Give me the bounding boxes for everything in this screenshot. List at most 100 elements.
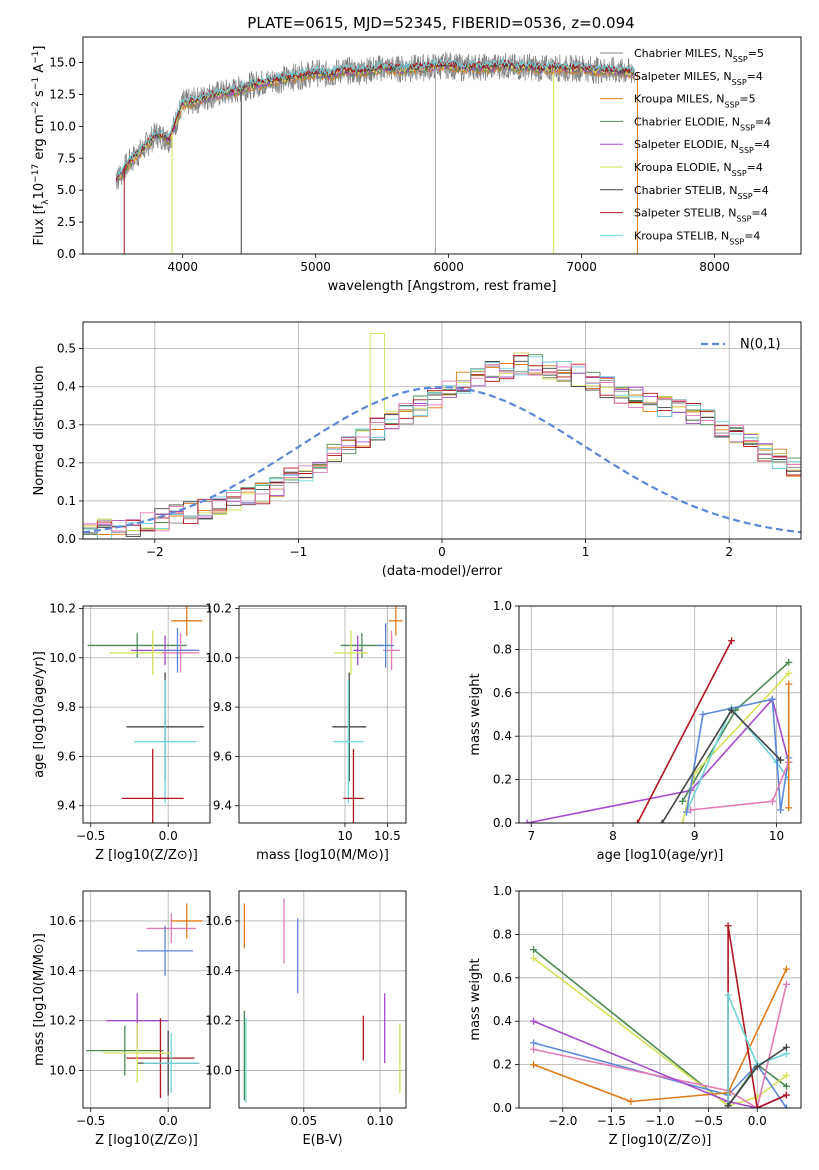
x-axis-label: Z [log10(Z/Z⊙)] [95, 1133, 198, 1148]
y-tick-label: 0.6 [493, 686, 512, 700]
legend-subscript: SSP [733, 55, 748, 64]
y-tick-label: 0.0 [57, 247, 76, 261]
panel-spectrum: 4000 5000 6000 7000 8000 0.0 2.5 5.0 7.5 10.0 12.5… [31, 36, 802, 294]
x-tick-label: −1.0 [645, 1114, 674, 1128]
weight-marker [678, 797, 686, 805]
spectrum-series-8 [115, 57, 635, 178]
legend-label: Kroupa ELODIE, NSSP=4 [634, 161, 763, 178]
y-axis-label: mass [log10(M/M⊙)] [32, 933, 47, 1066]
panel-mass-vs-EBV: 0.05 0.10 10.0 10.2 10.4 10.6 E(B-V) [205, 890, 407, 1148]
legend-text: Chabrier ELODIE, N [634, 115, 740, 128]
legend-text: =4 [744, 229, 760, 242]
y-axis-label: Flux [fλ10−17 erg cm−2 s−1 A−1] [31, 46, 51, 246]
weight-marker [782, 1082, 790, 1090]
y-tick-label: 0.0 [493, 816, 512, 830]
x-tick-label: −2.0 [548, 1114, 577, 1128]
panel-residuals: −2 −1 0 1 2 0.0 0.1 0.2 0.3 0.4 0.5 (data-model)/er… [32, 321, 802, 579]
legend-text: Kroupa STELIB, N [634, 229, 729, 242]
legend-label: Chabrier MILES, NSSP=5 [634, 47, 764, 64]
y-tick-label: 0.4 [57, 380, 76, 394]
weight-marker [530, 1017, 538, 1025]
legend-subscript: SSP [740, 123, 755, 132]
legend-label: N(0,1) [740, 337, 781, 352]
axes-frame [82, 605, 211, 824]
x-tick-label: 0.0 [159, 1114, 178, 1128]
legend-label: Salpeter ELODIE, NSSP=4 [634, 138, 770, 155]
x-tick-label: 1 [582, 545, 590, 559]
legend-text: =4 [755, 115, 771, 128]
legend-text: =4 [747, 161, 763, 174]
y-axis-label-part: Flux [f [32, 204, 47, 245]
x-tick-label: −2 [146, 545, 164, 559]
y-tick-label: 9.4 [57, 799, 76, 813]
weight-series-0 [527, 697, 790, 823]
weight-marker [683, 808, 691, 816]
y-tick-label: 10.2 [205, 1014, 232, 1028]
y-tick-label: 0.6 [493, 971, 512, 985]
weight-marker [678, 819, 686, 823]
histogram-series-8 [83, 363, 801, 532]
weight-marker [782, 1091, 790, 1099]
legend-text: =4 [753, 184, 769, 197]
y-tick-label: 0.8 [493, 642, 512, 656]
legend-text: =5 [739, 93, 755, 106]
x-axis-label: mass [log10(M/M⊙)] [256, 848, 389, 863]
spectrum-series-4 [115, 62, 635, 183]
legend-label: Kroupa MILES, NSSP=5 [634, 93, 756, 110]
y-axis-label-part: ] [32, 46, 47, 51]
legend-subscript: SSP [732, 169, 747, 178]
weight-series-1 [636, 640, 733, 823]
y-axis-label-part: λ [41, 199, 51, 205]
y-axis-label: age [log10(age/yr)] [32, 651, 47, 778]
legend-text: Kroupa ELODIE, N [634, 161, 732, 174]
x-axis-label: Z [log10(Z/Z⊙)] [609, 1133, 712, 1148]
y-tick-label: 1.0 [493, 884, 512, 898]
x-tick-label: −0.5 [76, 1114, 105, 1128]
plot-area [530, 922, 790, 1108]
legend-subscript: SSP [739, 146, 754, 155]
spectrum-series-3 [115, 63, 635, 183]
weight-marker [530, 1045, 538, 1053]
spectrum-series-2 [116, 65, 635, 183]
x-tick-label: 10.5 [374, 829, 401, 843]
legend-text: =4 [754, 138, 770, 151]
legend-label: Salpeter MILES, NSSP=4 [634, 70, 763, 87]
legend-text: Salpeter ELODIE, N [634, 138, 739, 151]
weight-marker [782, 1071, 790, 1079]
legend-text: Salpeter STELIB, N [634, 207, 736, 220]
weight-marker [627, 1097, 635, 1105]
weight-series-3 [533, 984, 788, 1108]
weight-marker [785, 669, 793, 677]
panel-mass-weight-vs-Z: −2.0 −1.5 −1.0 −0.5 0.0 0.0 0.2 0.4 0.6 0.8 1.0 Z [… [468, 884, 802, 1148]
weight-marker [777, 756, 785, 764]
plot-area [86, 903, 203, 1099]
y-tick-label: 9.4 [213, 799, 232, 813]
x-tick-label: 5000 [300, 260, 331, 274]
legend-label: Chabrier ELODIE, NSSP=4 [634, 115, 771, 131]
x-tick-label: −0.5 [76, 829, 105, 843]
spectrum-series-7 [115, 59, 635, 181]
y-axis-label: mass weight [468, 673, 483, 755]
x-tick-label: 0.0 [159, 829, 178, 843]
y-tick-label: 0.0 [493, 1101, 512, 1115]
y-tick-label: 2.5 [57, 215, 76, 229]
y-tick-label: 0.8 [493, 927, 512, 941]
weight-series-2 [533, 1042, 788, 1108]
weight-marker [728, 706, 736, 714]
y-tick-label: 10.6 [49, 914, 76, 928]
weight-marker [724, 991, 732, 999]
spectrum-series-1 [115, 56, 636, 187]
y-axis-label-part: A [32, 64, 47, 77]
weight-marker [753, 1104, 761, 1108]
y-tick-label: 10.0 [49, 1064, 76, 1078]
x-tick-label: −0.5 [694, 1114, 723, 1128]
weight-marker [530, 946, 538, 954]
x-tick-label: 6000 [433, 260, 464, 274]
weight-marker [753, 1063, 761, 1071]
y-tick-label: 10.4 [205, 964, 232, 978]
y-tick-label: 9.8 [57, 700, 76, 714]
x-axis-label: Z [log10(Z/Z⊙)] [95, 848, 198, 863]
x-axis-label: (data-model)/error [382, 564, 503, 579]
weight-marker [530, 1061, 538, 1069]
weight-series-7 [727, 994, 787, 1106]
